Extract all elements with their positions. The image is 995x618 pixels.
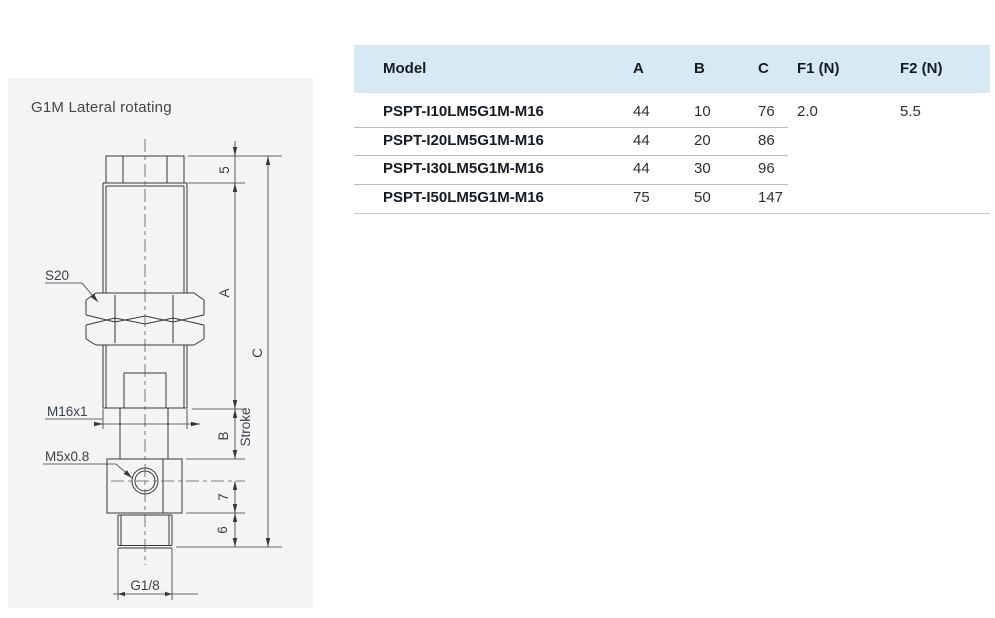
table-bottom-border	[354, 213, 990, 214]
row-divider	[354, 155, 788, 156]
col-header-model: Model	[383, 60, 427, 77]
cell-c: 86	[758, 132, 775, 149]
cell-c: 96	[758, 160, 775, 177]
cell-a: 75	[633, 189, 650, 206]
cell-b: 20	[694, 132, 711, 149]
cell-b: 50	[694, 189, 711, 206]
dim-label-c: C	[250, 348, 265, 358]
cell-model: PSPT-I10LM5G1M-M16	[383, 103, 544, 120]
piston-rod	[119, 408, 169, 459]
label-g18: G1/8	[130, 578, 159, 593]
technical-drawing: S20 M16x1 M5x0.8 G1/8 5 A B Stroke C 7 6	[43, 139, 282, 600]
cell-c: 76	[758, 103, 775, 120]
dim-label-b: B	[216, 431, 231, 440]
row-divider	[354, 184, 788, 185]
cell-c: 147	[758, 189, 784, 206]
col-header-b: B	[694, 60, 705, 77]
cell-b: 30	[694, 160, 711, 177]
col-header-c: C	[758, 60, 769, 77]
dim-label-7: 7	[216, 493, 231, 501]
dim-label-a: A	[217, 288, 232, 297]
dim-label-5: 5	[217, 166, 232, 174]
drawing-title: G1M Lateral rotating	[31, 99, 172, 116]
extension-lines	[102, 155, 282, 600]
cell-a: 44	[633, 132, 650, 149]
cell-a: 44	[633, 160, 650, 177]
cell-b: 10	[694, 103, 711, 120]
label-m16x1: M16x1	[47, 404, 88, 419]
col-header-a: A	[633, 60, 644, 77]
cell-model: PSPT-I30LM5G1M-M16	[383, 160, 544, 177]
col-header-f1: F1 (N)	[797, 60, 840, 77]
drawing-panel: G1M Lateral rotating	[8, 78, 313, 608]
dim-label-stroke: Stroke	[238, 407, 253, 446]
cell-f1: 2.0	[797, 103, 818, 120]
cell-model: PSPT-I50LM5G1M-M16	[383, 189, 544, 206]
cell-a: 44	[633, 103, 650, 120]
cell-f2: 5.5	[900, 103, 921, 120]
table-header: Model A B C F1 (N) F2 (N)	[354, 45, 990, 93]
row-divider	[354, 127, 788, 128]
dim-label-6: 6	[215, 526, 230, 534]
label-leader-lines	[43, 282, 133, 479]
dim-arrowheads	[90, 147, 271, 597]
cell-model: PSPT-I20LM5G1M-M16	[383, 132, 544, 149]
label-s20: S20	[45, 268, 69, 283]
barrel-lower	[102, 345, 188, 409]
label-m5x08: M5x0.8	[45, 449, 89, 464]
port-block	[106, 458, 183, 514]
col-header-f2: F2 (N)	[900, 60, 943, 77]
